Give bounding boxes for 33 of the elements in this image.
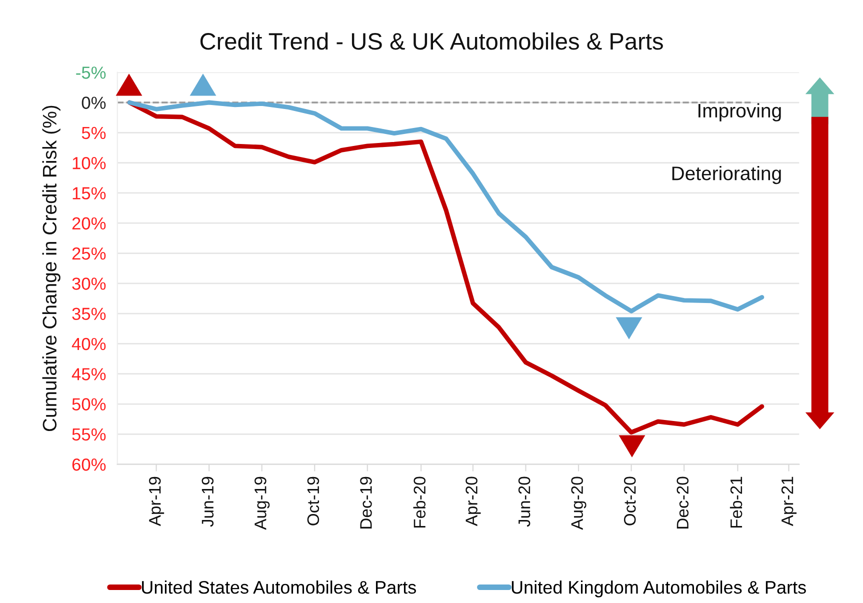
x-tick-label: Dec-19 — [360, 476, 372, 528]
y-tick-label: 20% — [72, 217, 106, 230]
y-tick-label: 45% — [72, 368, 106, 380]
x-tick-label: Apr-20 — [466, 476, 481, 526]
x-tick-label: Jun-20 — [518, 476, 530, 527]
y-tick-label: -5% — [76, 66, 106, 79]
y-tick-label: 5% — [82, 126, 106, 140]
y-tick-label: 25% — [72, 247, 106, 260]
x-tick-label: Aug-19 — [254, 476, 270, 530]
y-tick-label: 35% — [72, 308, 106, 320]
y-tick-label: 55% — [72, 428, 106, 441]
x-tick-label: Feb-21 — [730, 476, 742, 528]
x-tick-label: Feb-20 — [413, 476, 426, 528]
legend-label: United Kingdom Automobiles & Parts — [512, 580, 806, 598]
annotation: Deteriorating — [672, 166, 781, 184]
y-tick-label: 30% — [72, 278, 106, 290]
x-tick-label: Aug-20 — [571, 476, 586, 530]
x-tick-label: Apr-21 — [781, 476, 797, 526]
y-tick-label: 40% — [72, 338, 106, 350]
x-tick-label: Apr-19 — [148, 476, 164, 526]
y-tick-label: 60% — [72, 458, 106, 471]
x-tick-label: Dec-20 — [676, 476, 689, 528]
x-tick-label: Jun-19 — [202, 476, 214, 527]
y-tick-label: 15% — [72, 187, 106, 200]
y-tick-label: 50% — [72, 398, 106, 410]
legend-label: United States Automobiles & Parts — [142, 580, 416, 594]
x-tick-label: Oct-19 — [307, 476, 320, 526]
chart-title: Credit Trend - US & UK Automobiles & Parts — [200, 32, 663, 50]
annotation: Improving — [698, 103, 781, 122]
y-tick-label: 10% — [72, 156, 106, 170]
y-tick-label: 0% — [82, 96, 106, 109]
y-axis-title: Cumulative Change in Credit Risk (%) — [42, 106, 60, 432]
x-tick-label: Oct-20 — [624, 476, 636, 526]
